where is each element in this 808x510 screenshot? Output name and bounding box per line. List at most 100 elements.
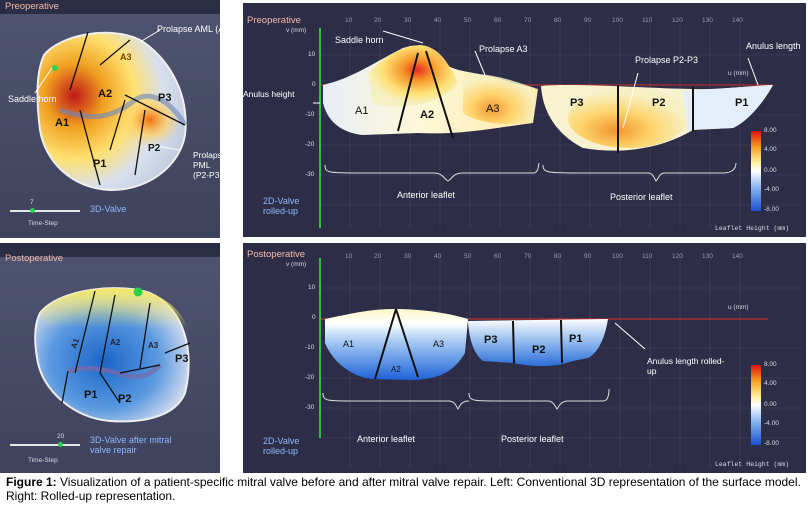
preop-rolled-panel: Preoperative bbox=[243, 3, 806, 237]
x-tick: 70 bbox=[524, 17, 532, 24]
view-label: 3D-Valve bbox=[90, 204, 127, 214]
label-a2: A2 bbox=[391, 365, 401, 374]
colorbar-tick: 4.00 bbox=[764, 146, 777, 153]
y-tick: 10 bbox=[308, 51, 316, 58]
label-prolapse-pml: Prolapse PML (P2-P3) bbox=[193, 150, 227, 180]
x-tick: 60 bbox=[494, 17, 502, 24]
x-tick: 40 bbox=[434, 17, 442, 24]
x-tick: 110 bbox=[642, 17, 653, 24]
x-tick: 20 bbox=[374, 253, 382, 260]
slider-thumb[interactable] bbox=[30, 208, 35, 213]
label-a2: A2 bbox=[420, 109, 435, 121]
colorbar-label: Leaflet Height (mm) bbox=[715, 225, 790, 232]
preop-3d-panel: Preoperative Prolapse AML (A3) Saddle ho bbox=[0, 0, 232, 238]
label-a3: A3 bbox=[120, 52, 132, 62]
postop-rolled-plot bbox=[319, 258, 803, 468]
panel-title: Preoperative bbox=[247, 15, 301, 26]
x-tick: 120 bbox=[672, 17, 683, 24]
view-label: 2D-Valve rolled-up bbox=[263, 436, 300, 456]
label-p3: P3 bbox=[158, 92, 172, 104]
x-tick: 50 bbox=[464, 17, 472, 24]
x-axis-label: u (mm) bbox=[728, 70, 749, 77]
label-anterior-leaflet: Anterior leaflet bbox=[397, 190, 456, 200]
panel-title: Postoperative bbox=[5, 253, 64, 264]
label-posterior-leaflet: Posterior leaflet bbox=[610, 192, 673, 202]
x-tick: 80 bbox=[554, 253, 562, 260]
timestep-slider[interactable] bbox=[10, 208, 80, 213]
colorbar-tick: 8.00 bbox=[764, 361, 777, 368]
colorbar-tick: -4.00 bbox=[764, 420, 779, 427]
x-tick: 40 bbox=[434, 253, 442, 260]
label-saddle-horn: Saddle horn bbox=[8, 94, 57, 104]
colorbar-tick: 0.00 bbox=[764, 401, 777, 408]
y-tick: -20 bbox=[305, 374, 315, 381]
timestep-label: Time-Step bbox=[28, 220, 58, 227]
label-p2: P2 bbox=[118, 393, 132, 405]
x-tick: 20 bbox=[374, 17, 382, 24]
label-a2: A2 bbox=[98, 88, 113, 100]
x-tick: 140 bbox=[732, 253, 743, 260]
x-tick: 100 bbox=[612, 253, 623, 260]
x-tick: 120 bbox=[672, 253, 683, 260]
label-a1: A1 bbox=[55, 117, 70, 129]
label-p3: P3 bbox=[570, 97, 584, 109]
y-tick: -30 bbox=[305, 404, 315, 411]
figure-caption: Figure 1: Visualization of a patient-spe… bbox=[6, 475, 802, 503]
panel-header bbox=[0, 0, 220, 14]
label-saddle-horn: Saddle horn bbox=[335, 35, 384, 45]
label-p3: P3 bbox=[484, 334, 498, 346]
label-p1: P1 bbox=[93, 158, 107, 170]
colorbar-tick: -4.00 bbox=[764, 186, 779, 193]
caption-text: Visualization of a patient-specific mitr… bbox=[6, 475, 801, 503]
view-label: 2D-Valve rolled-up bbox=[263, 196, 300, 216]
postop-rolled-panel: Postoperative bbox=[243, 243, 806, 473]
y-tick: 10 bbox=[308, 284, 316, 291]
y-axis-label: v (mm) bbox=[286, 261, 307, 268]
label-p2: P2 bbox=[652, 97, 666, 109]
x-tick: 30 bbox=[404, 253, 412, 260]
colorbar bbox=[751, 131, 761, 211]
x-tick: 30 bbox=[404, 17, 412, 24]
panel-header bbox=[0, 243, 220, 257]
label-anulus-length-rolled: Anulus length rolled-up bbox=[647, 356, 725, 376]
colorbar-tick: -8.00 bbox=[764, 440, 779, 447]
postop-3d-panel: Postoperative A1 A2 A3 P3 P1 P2 20 Time-… bbox=[0, 243, 220, 473]
label-posterior-leaflet: Posterior leaflet bbox=[501, 434, 564, 444]
x-tick: 50 bbox=[464, 253, 472, 260]
label-prolapse-a3: Prolapse A3 bbox=[479, 44, 528, 54]
slider-thumb[interactable] bbox=[58, 442, 63, 447]
y-tick: -30 bbox=[305, 171, 315, 178]
panel-title: Postoperative bbox=[247, 249, 306, 260]
preop-rolled-plot bbox=[313, 23, 803, 228]
y-axis-label: v (mm) bbox=[286, 27, 307, 34]
x-tick: 70 bbox=[524, 253, 532, 260]
caption-label: Figure 1: bbox=[6, 475, 57, 489]
x-tick: 90 bbox=[584, 17, 592, 24]
label-a2: A2 bbox=[110, 338, 121, 347]
label-a3: A3 bbox=[486, 103, 500, 115]
colorbar-tick: 4.00 bbox=[764, 380, 777, 387]
x-tick: 110 bbox=[642, 253, 653, 260]
x-tick: 130 bbox=[702, 253, 713, 260]
y-tick: -20 bbox=[305, 141, 315, 148]
x-tick: 90 bbox=[584, 253, 592, 260]
label-anulus-length: Anulus length bbox=[746, 41, 801, 51]
label-anterior-leaflet: Anterior leaflet bbox=[357, 434, 416, 444]
x-tick: 140 bbox=[732, 17, 743, 24]
label-a1: A1 bbox=[343, 339, 355, 349]
timestep-slider[interactable] bbox=[10, 442, 80, 447]
label-p2: P2 bbox=[532, 344, 546, 356]
label-prolapse-p2p3: Prolapse P2-P3 bbox=[635, 55, 699, 65]
colorbar-tick: 0.00 bbox=[764, 167, 777, 174]
panel-title: Preoperative bbox=[5, 1, 59, 12]
x-axis-label: u (mm) bbox=[728, 304, 749, 311]
x-tick: 80 bbox=[554, 17, 562, 24]
label-p2: P2 bbox=[148, 143, 161, 154]
label-prolapse-aml: Prolapse AML (A3) bbox=[157, 24, 233, 34]
label-p1: P1 bbox=[735, 97, 749, 109]
colorbar-tick: -8.00 bbox=[764, 206, 779, 213]
label-p1: P1 bbox=[84, 389, 98, 401]
label-p3: P3 bbox=[175, 353, 189, 365]
y-tick: -10 bbox=[305, 344, 315, 351]
label-a1: A1 bbox=[355, 105, 369, 117]
